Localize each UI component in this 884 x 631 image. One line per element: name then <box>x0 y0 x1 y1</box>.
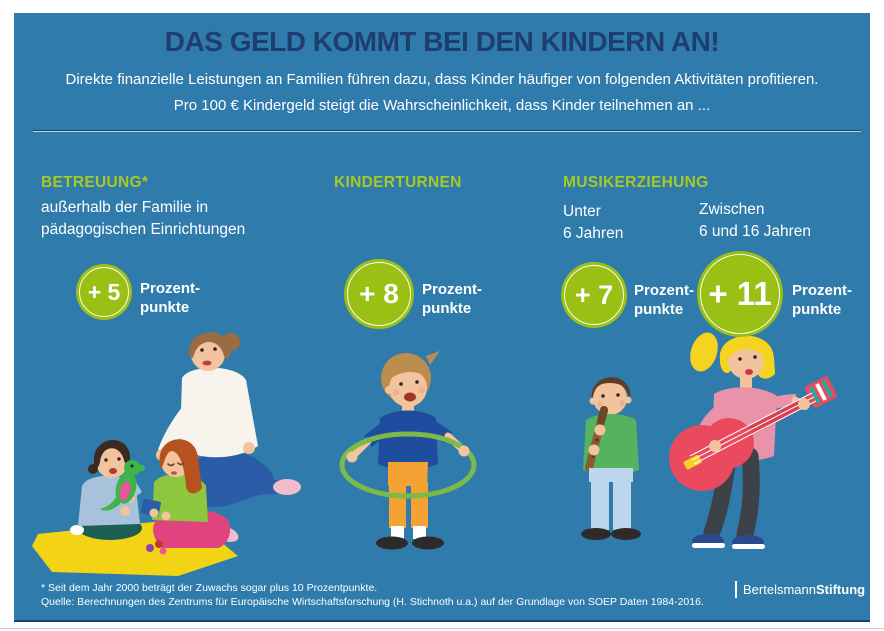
section-subheading-betreuung: außerhalb der Familie in pädagogischen E… <box>41 197 245 241</box>
stat-circle-musik-6-bis-16: + 11 <box>697 251 783 337</box>
guitar <box>669 376 837 491</box>
page-title: DAS GELD KOMMT BEI DEN KINDERN AN! <box>164 26 720 57</box>
footnote-block: * Seit dem Jahr 2000 beträgt der Zuwachs… <box>41 582 704 609</box>
subtitle-line-1: Direkte finanzielle Leistungen an Famili… <box>65 71 819 88</box>
section-heading-musikerziehung: MUSIKERZIEHUNG <box>563 174 709 191</box>
logo-divider-bar <box>735 581 737 598</box>
small-toys-on-blanket <box>146 540 167 555</box>
illustration-musikerziehung-boy-recorder-girl-guitar <box>581 332 837 549</box>
subtitle-line-2: Pro 100 € Kindergeld steigt die Wahrsche… <box>173 97 711 114</box>
source-line: Quelle: Berechnungen des Zentrums für Eu… <box>41 595 704 608</box>
hula-hoop <box>339 431 477 499</box>
stat-unit-musik-unter-6: Prozent- punkte <box>634 282 694 318</box>
divider-line <box>33 130 861 132</box>
stat-circle-musik-unter-6: + 7 <box>561 262 627 328</box>
child-with-dinosaur-toy <box>70 439 142 540</box>
stat-circle-kinderturnen: + 8 <box>344 259 414 329</box>
stat-circle-betreuung: + 5 <box>76 264 132 320</box>
stat-unit-musik-6-bis-16: Prozent- punkte <box>792 282 852 318</box>
stat-value: + 11 <box>708 275 772 312</box>
boy-with-hula-hoop <box>339 351 477 550</box>
boy-playing-recorder <box>581 377 641 540</box>
subheading-line-1: außerhalb der Familie in <box>41 199 209 216</box>
stat-unit-betreuung: Prozent- punkte <box>140 280 200 316</box>
stat-value: + 8 <box>359 278 399 309</box>
logo-text: BertelsmannStiftung <box>743 582 866 597</box>
subheading-line-2: pädagogischen Einrichtungen <box>41 221 246 238</box>
girl-playing-guitar <box>669 332 837 549</box>
stat-unit-kinderturnen: Prozent- punkte <box>422 281 482 317</box>
illustration-kinderturnen-boy-with-hula-hoop <box>339 351 477 550</box>
page-bottom-edge <box>0 628 884 629</box>
section-heading-kinderturnen: KINDERTURNEN <box>334 174 462 191</box>
bertelsmann-stiftung-logo: BertelsmannStiftung <box>735 581 865 598</box>
illustration-betreuung-children-playing-with-caregiver <box>32 332 301 576</box>
child-with-toy-block <box>140 439 231 548</box>
section-heading-betreuung: BETREUUNG* <box>41 174 149 191</box>
group-label-6-bis-16: Zwischen 6 und 16 Jahren <box>699 201 812 240</box>
stat-value: + 7 <box>574 279 614 310</box>
group-label-unter-6: Unter 6 Jahren <box>563 203 624 242</box>
stat-value: + 5 <box>87 278 121 305</box>
footnote-line: * Seit dem Jahr 2000 beträgt der Zuwachs… <box>41 582 378 594</box>
dinosaur-toy <box>100 460 145 511</box>
